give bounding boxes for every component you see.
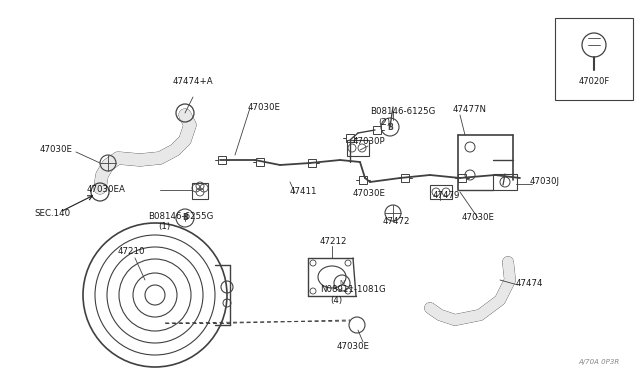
Text: B: B bbox=[182, 214, 188, 222]
Text: 47030EA: 47030EA bbox=[86, 185, 125, 193]
Bar bbox=[347, 140, 369, 156]
Text: (4): (4) bbox=[330, 296, 342, 305]
Text: 47030E: 47030E bbox=[248, 103, 281, 112]
Bar bbox=[218, 156, 226, 164]
Text: B: B bbox=[387, 122, 393, 131]
Text: 47030E: 47030E bbox=[353, 189, 386, 199]
Text: 47212: 47212 bbox=[320, 237, 348, 247]
Text: 47477N: 47477N bbox=[453, 105, 487, 113]
Bar bbox=[192, 183, 208, 199]
Bar bbox=[308, 159, 316, 167]
Bar bbox=[373, 126, 381, 134]
Text: A/70A 0P3R: A/70A 0P3R bbox=[579, 359, 620, 365]
Text: 47020F: 47020F bbox=[579, 77, 610, 87]
Bar bbox=[359, 176, 367, 184]
Text: 47030E: 47030E bbox=[40, 145, 73, 154]
Bar bbox=[346, 134, 354, 142]
Text: N: N bbox=[339, 280, 344, 286]
Text: 47030J: 47030J bbox=[530, 177, 560, 186]
Text: N08911-1081G: N08911-1081G bbox=[320, 285, 386, 294]
Text: (1): (1) bbox=[158, 222, 170, 231]
Text: 47210: 47210 bbox=[118, 247, 145, 257]
Text: 47472: 47472 bbox=[383, 218, 410, 227]
Text: B08146-6255G: B08146-6255G bbox=[148, 212, 213, 221]
Text: 47030P: 47030P bbox=[353, 138, 386, 147]
Bar bbox=[401, 174, 409, 182]
Bar bbox=[555, 18, 633, 100]
Bar bbox=[458, 174, 466, 182]
Text: 47411: 47411 bbox=[290, 187, 317, 196]
Text: 47474+A: 47474+A bbox=[173, 77, 213, 86]
Text: (2): (2) bbox=[378, 118, 390, 127]
Bar bbox=[430, 185, 452, 199]
Text: 47479: 47479 bbox=[433, 192, 460, 201]
Text: SEC.140: SEC.140 bbox=[34, 208, 70, 218]
Text: 47030E: 47030E bbox=[337, 342, 369, 351]
Text: 47474: 47474 bbox=[516, 279, 543, 288]
Bar bbox=[256, 158, 264, 166]
Bar bbox=[493, 174, 517, 190]
Text: B08146-6125G: B08146-6125G bbox=[370, 107, 435, 116]
Text: 47030E: 47030E bbox=[462, 212, 495, 221]
